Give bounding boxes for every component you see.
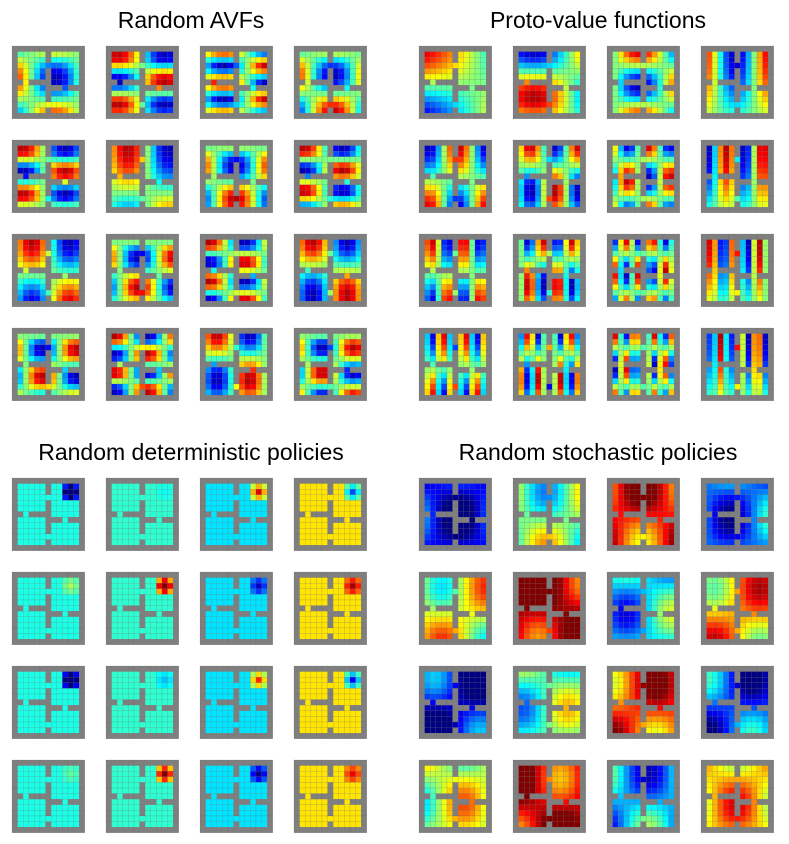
heatmap-thumbnail <box>293 139 367 213</box>
heatmap-thumbnail <box>700 327 774 401</box>
heatmap-thumbnail <box>512 665 586 739</box>
heatmap-thumbnail <box>512 327 586 401</box>
heatmap-thumbnail <box>700 139 774 213</box>
heatmap-thumbnail <box>512 477 586 551</box>
heatmap-thumbnail <box>606 477 680 551</box>
heatmap-thumbnail <box>700 665 774 739</box>
panel-proto-value-functions: Proto-value functions <box>407 6 789 406</box>
heatmap-thumbnail <box>418 759 492 833</box>
heatmap-grid <box>11 477 367 833</box>
heatmap-thumbnail <box>606 233 680 307</box>
heatmap-thumbnail <box>418 571 492 645</box>
heatmap-thumbnail <box>418 45 492 119</box>
heatmap-thumbnail <box>11 45 85 119</box>
heatmap-thumbnail <box>418 477 492 551</box>
heatmap-thumbnail <box>105 477 179 551</box>
heatmap-thumbnail <box>11 571 85 645</box>
heatmap-thumbnail <box>418 665 492 739</box>
heatmap-thumbnail <box>293 477 367 551</box>
heatmap-thumbnail <box>700 759 774 833</box>
heatmap-thumbnail <box>606 327 680 401</box>
heatmap-thumbnail <box>11 759 85 833</box>
heatmap-thumbnail <box>418 327 492 401</box>
heatmap-thumbnail <box>11 139 85 213</box>
panel-title: Random AVFs <box>117 7 265 33</box>
heatmap-thumbnail <box>418 139 492 213</box>
heatmap-thumbnail <box>199 665 273 739</box>
heatmap-thumbnail <box>293 233 367 307</box>
heatmap-grid <box>11 45 367 401</box>
heatmap-thumbnail <box>512 759 586 833</box>
heatmap-thumbnail <box>293 571 367 645</box>
heatmap-thumbnail <box>418 233 492 307</box>
heatmap-thumbnail <box>105 139 179 213</box>
panel-title: Random stochastic policies <box>458 439 738 465</box>
heatmap-grid <box>418 45 774 401</box>
heatmap-thumbnail <box>512 233 586 307</box>
heatmap-thumbnail <box>199 571 273 645</box>
heatmap-thumbnail <box>199 327 273 401</box>
heatmap-thumbnail <box>606 759 680 833</box>
panel-title: Random deterministic policies <box>38 439 344 465</box>
heatmap-thumbnail <box>700 571 774 645</box>
heatmap-thumbnail <box>11 327 85 401</box>
heatmap-thumbnail <box>606 571 680 645</box>
heatmap-thumbnail <box>293 665 367 739</box>
heatmap-thumbnail <box>105 571 179 645</box>
panel-random-avfs: Random AVFs <box>0 6 382 406</box>
heatmap-thumbnail <box>11 665 85 739</box>
heatmap-thumbnail <box>11 477 85 551</box>
heatmap-thumbnail <box>199 759 273 833</box>
heatmap-thumbnail <box>512 45 586 119</box>
heatmap-thumbnail <box>293 45 367 119</box>
heatmap-thumbnail <box>700 233 774 307</box>
heatmap-thumbnail <box>105 759 179 833</box>
heatmap-thumbnail <box>606 45 680 119</box>
heatmap-grid <box>418 477 774 833</box>
heatmap-thumbnail <box>512 571 586 645</box>
heatmap-thumbnail <box>199 477 273 551</box>
heatmap-thumbnail <box>606 665 680 739</box>
heatmap-thumbnail <box>105 327 179 401</box>
panel-random-deterministic-policies: Random deterministic policies <box>0 438 382 838</box>
heatmap-thumbnail <box>700 45 774 119</box>
panel-random-stochastic-policies: Random stochastic policies <box>407 438 789 838</box>
heatmap-thumbnail <box>700 477 774 551</box>
heatmap-thumbnail <box>293 327 367 401</box>
heatmap-thumbnail <box>199 233 273 307</box>
heatmap-thumbnail <box>105 233 179 307</box>
heatmap-thumbnail <box>199 139 273 213</box>
heatmap-thumbnail <box>105 665 179 739</box>
panel-title: Proto-value functions <box>489 7 707 33</box>
heatmap-thumbnail <box>512 139 586 213</box>
heatmap-thumbnail <box>293 759 367 833</box>
heatmap-thumbnail <box>105 45 179 119</box>
heatmap-thumbnail <box>606 139 680 213</box>
heatmap-thumbnail <box>11 233 85 307</box>
heatmap-thumbnail <box>199 45 273 119</box>
